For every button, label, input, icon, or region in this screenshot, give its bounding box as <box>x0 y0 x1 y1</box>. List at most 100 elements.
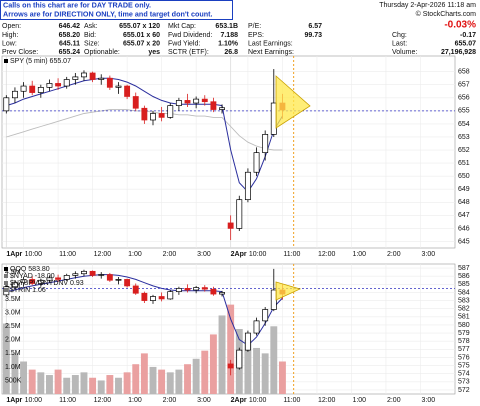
field-value: yes <box>148 49 160 56</box>
field-value: 645.11 <box>59 40 80 47</box>
candle-body <box>158 296 165 300</box>
y-tick-label: 587 <box>458 265 470 272</box>
field-label: SCTR (ETF): <box>168 49 209 56</box>
legend-text: $NYUPV:$NYDNV 0.93 <box>10 280 84 287</box>
x-tick-label: 1:00 <box>128 251 142 258</box>
candle-body <box>98 77 105 80</box>
y-tick-label: 656 <box>458 95 470 102</box>
candle-body <box>253 320 260 334</box>
candle-body <box>253 152 260 173</box>
candle-body <box>210 288 217 295</box>
candle-body <box>29 279 36 284</box>
field-value: 653.1B <box>215 23 238 30</box>
legend-swatch <box>4 281 8 285</box>
candle-body <box>106 274 113 281</box>
legend-text: SPY (5 min) 655.07 <box>10 58 71 65</box>
candle-body <box>12 90 18 99</box>
x-tick-label: 10:00 <box>25 251 43 258</box>
x-tick-label: 3:00 <box>421 397 435 404</box>
field-value: 27,196,928 <box>441 49 476 56</box>
candle-body <box>193 287 200 291</box>
y2-tick-label: 1.5M <box>5 350 21 357</box>
y-tick-label: 578 <box>458 338 470 345</box>
candle-body <box>81 270 87 275</box>
field-label: Volume: <box>392 49 417 56</box>
candle-body <box>141 292 148 301</box>
y-tick-label: 584 <box>458 289 470 296</box>
field-label: P/E: <box>248 23 261 30</box>
volume-bar <box>149 366 157 394</box>
x-tick-label: 11:00 <box>59 251 76 258</box>
candle-body <box>262 309 269 322</box>
date-tick-label: 2Apr <box>231 251 247 258</box>
candle-body <box>141 107 148 121</box>
legend-text: $NYAD -18.00 <box>10 273 55 280</box>
price-panel <box>1 55 456 249</box>
field-value: 655.07 <box>455 40 477 47</box>
candle-body <box>201 287 208 290</box>
field-value: 655.01 x 60 <box>123 32 160 39</box>
volume-bar <box>209 334 217 394</box>
candle-body <box>150 296 156 301</box>
y2-tick-label: 2.0M <box>5 337 21 344</box>
candle-body <box>106 77 113 88</box>
field-label: Last Earnings: <box>248 40 293 47</box>
candle-body <box>227 222 234 229</box>
field-label: Ask: <box>84 23 98 30</box>
volume-bar <box>278 361 286 394</box>
x-tick-label: 11:00 <box>283 251 300 258</box>
volume-bar <box>115 377 122 394</box>
y2-tick-label: 3.5M <box>5 296 21 303</box>
x-tick-label: 2:00 <box>387 397 401 404</box>
y-tick-label: 651 <box>458 160 470 167</box>
y2-tick-label: 500K <box>5 377 22 384</box>
volume-bar <box>97 380 105 394</box>
legend-swatch <box>4 267 8 271</box>
candle-body <box>132 96 139 109</box>
candle-body <box>81 72 87 78</box>
y-tick-label: 585 <box>458 281 470 288</box>
candle-body <box>244 332 251 351</box>
volume-bar <box>132 364 140 394</box>
copyright: © StockCharts.com <box>416 10 477 18</box>
candle-body <box>20 85 27 92</box>
volume-bar <box>28 369 36 394</box>
moving-average <box>6 77 283 193</box>
candle-body <box>63 275 70 280</box>
candle-body <box>37 86 44 93</box>
candle-body <box>12 282 18 288</box>
y2-tick-label: 2.5M <box>5 323 21 330</box>
volume-bar <box>80 372 88 394</box>
x-tick-label: 10:00 <box>249 251 267 258</box>
x-tick-label: 10:00 <box>249 397 267 404</box>
candle-body <box>244 171 251 201</box>
volume-bar <box>71 375 79 394</box>
lower-panel-content: 5725735745755765775785795805815825835845… <box>2 264 470 404</box>
volume-bar <box>192 358 200 394</box>
field-label: Fwd Yield: <box>168 40 200 47</box>
y-tick-label: 645 <box>458 238 470 245</box>
y2-tick-label: 3.0M <box>5 310 21 317</box>
candle-body <box>115 279 122 281</box>
volume-bar <box>63 377 71 394</box>
legend-swatch <box>4 274 8 278</box>
field-label: Mkt Cap: <box>168 23 196 30</box>
y-tick-label: 575 <box>458 362 470 369</box>
y-tick-label: 658 <box>458 69 470 76</box>
candle-body <box>175 288 182 292</box>
field-label: Next Earnings: <box>248 49 294 56</box>
field-label: Open: <box>2 23 21 30</box>
field-label: Fwd Dividend: <box>168 32 212 39</box>
candle-body <box>150 113 156 121</box>
y-tick-label: 649 <box>458 186 470 193</box>
volume-bar <box>175 369 183 394</box>
field-value: 26.8 <box>224 49 238 56</box>
candle-body <box>167 105 174 118</box>
x-tick-label: 3:00 <box>421 251 435 258</box>
volume-bar <box>54 369 62 394</box>
x-tick-label: 2:00 <box>387 251 401 258</box>
y-tick-label: 582 <box>458 306 470 313</box>
candle-body <box>3 97 10 112</box>
volume-bar <box>158 369 166 394</box>
